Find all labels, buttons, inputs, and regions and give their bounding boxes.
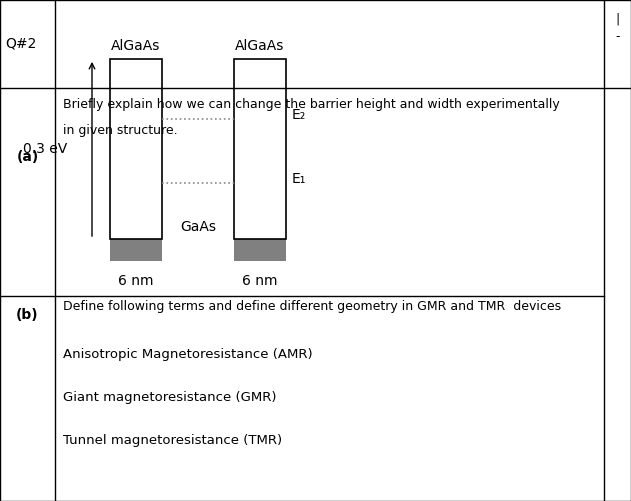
Text: AlGaAs: AlGaAs xyxy=(235,39,285,53)
Text: 6 nm: 6 nm xyxy=(118,274,154,288)
Text: E₂: E₂ xyxy=(292,108,306,122)
Text: Anisotropic Magnetoresistance (AMR): Anisotropic Magnetoresistance (AMR) xyxy=(63,348,312,361)
Bar xyxy=(234,239,286,261)
Text: Briefly explain how we can change the barrier height and width experimentally: Briefly explain how we can change the ba… xyxy=(63,98,560,111)
Text: Tunnel magnetoresistance (TMR): Tunnel magnetoresistance (TMR) xyxy=(63,433,282,446)
Text: in given structure.: in given structure. xyxy=(63,124,177,137)
Text: -: - xyxy=(615,30,620,43)
Text: E₁: E₁ xyxy=(292,172,307,186)
Text: (b): (b) xyxy=(16,308,38,322)
Bar xyxy=(110,239,162,261)
Bar xyxy=(110,59,162,239)
Text: Define following terms and define different geometry in GMR and TMR  devices: Define following terms and define differ… xyxy=(63,300,561,313)
Bar xyxy=(234,59,286,239)
Text: GaAs: GaAs xyxy=(180,220,216,234)
Text: (a): (a) xyxy=(16,150,38,164)
Text: Giant magnetoresistance (GMR): Giant magnetoresistance (GMR) xyxy=(63,391,276,404)
Text: AlGaAs: AlGaAs xyxy=(111,39,161,53)
Text: 6 nm: 6 nm xyxy=(242,274,278,288)
Text: |: | xyxy=(616,12,620,25)
Text: Q#2: Q#2 xyxy=(5,37,37,51)
Text: 0.3 eV: 0.3 eV xyxy=(23,142,67,156)
